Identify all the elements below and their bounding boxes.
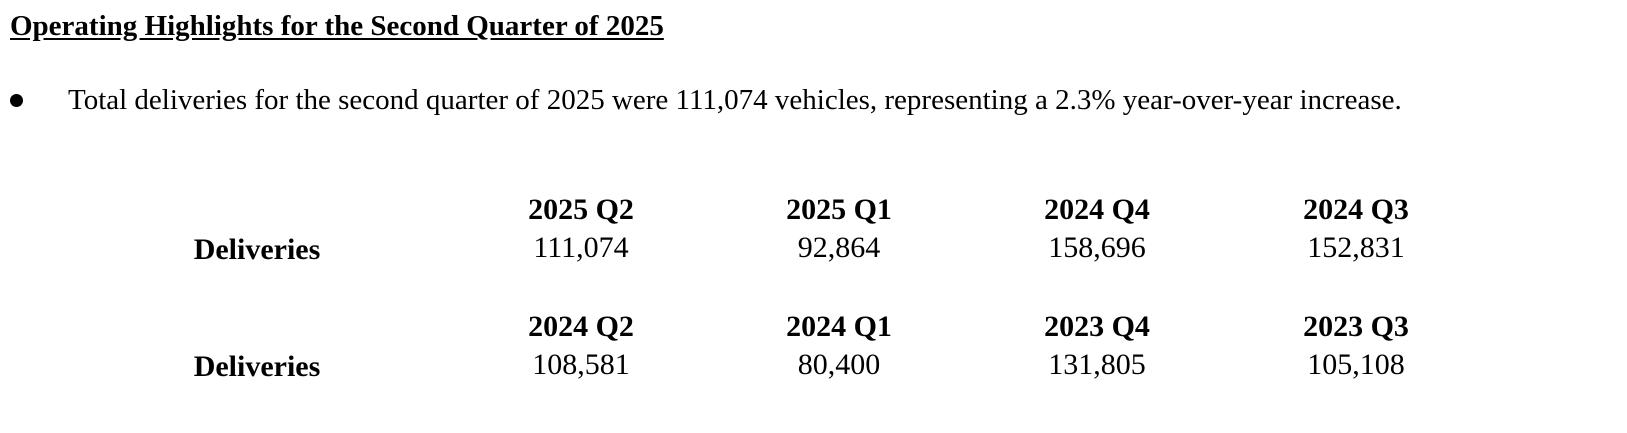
delivery-value: 80,400 bbox=[797, 348, 881, 381]
period-header: 2023 Q3 bbox=[1303, 310, 1409, 343]
delivery-value: 152,831 bbox=[1307, 231, 1405, 264]
delivery-value: 105,108 bbox=[1307, 348, 1405, 381]
period-header: 2025 Q1 bbox=[786, 193, 892, 226]
period-header: 2024 Q1 bbox=[786, 310, 892, 343]
period-header: 2023 Q4 bbox=[1044, 310, 1150, 343]
row-label: Deliveries bbox=[193, 350, 321, 383]
period-header: 2024 Q2 bbox=[528, 310, 634, 343]
delivery-value: 158,696 bbox=[1048, 231, 1146, 264]
period-header: 2024 Q3 bbox=[1303, 193, 1409, 226]
delivery-value: 92,864 bbox=[797, 231, 881, 264]
heading: Operating Highlights for the Second Quar… bbox=[10, 10, 664, 42]
period-header: 2025 Q2 bbox=[528, 193, 634, 226]
bullet-dot bbox=[10, 94, 23, 107]
row-label: Deliveries bbox=[193, 233, 321, 266]
period-header: 2024 Q4 bbox=[1044, 193, 1150, 226]
bullet-text: Total deliveries for the second quarter … bbox=[68, 84, 1402, 116]
delivery-value: 108,581 bbox=[532, 348, 630, 381]
delivery-value: 111,074 bbox=[533, 231, 629, 264]
delivery-value: 131,805 bbox=[1048, 348, 1146, 381]
